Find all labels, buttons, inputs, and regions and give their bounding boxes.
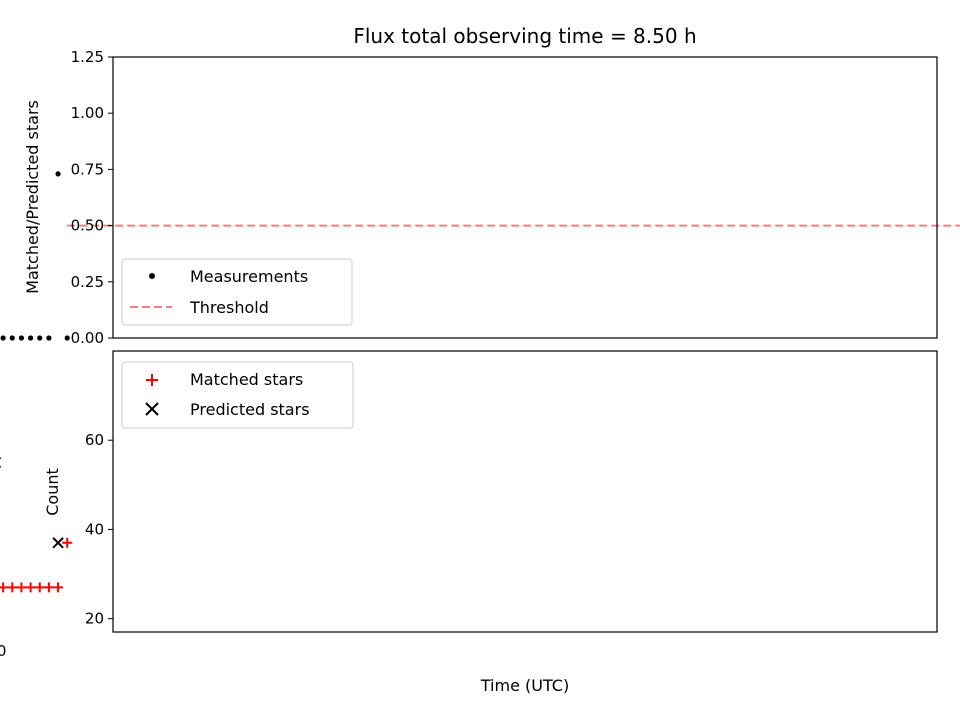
y-tick-label: 0.50: [71, 217, 104, 235]
legend-matched-marker: [146, 374, 158, 386]
top-y-axis-label: Matched/Predicted stars: [23, 100, 42, 294]
matched-star-point: [0, 582, 9, 593]
y-tick-label: 0.25: [71, 273, 104, 291]
legend-measurements-label: Measurements: [190, 267, 308, 286]
predicted-star-point: [0, 457, 2, 469]
top-plot-marks: [0, 171, 960, 341]
matched-star-point: [25, 582, 36, 593]
measurement-point: [46, 335, 52, 341]
top-legend: Measurements Threshold: [121, 258, 353, 326]
legend-threshold-label: Threshold: [189, 298, 269, 317]
y-tick-label: 0.75: [71, 160, 104, 178]
bottom-x-ticks: 18:0020:0022:0000:0002:0004:0006:00: [0, 642, 6, 660]
measurement-point: [37, 335, 43, 341]
top-y-ticks: 0.00 0.25 0.50 0.75 1.00 1.25: [71, 48, 113, 347]
bottom-y-axis-label: Count: [43, 468, 62, 516]
bottom-panel: 20 40 60 18:0020:0022:0000:0002:0004:0006:…: [0, 350, 938, 695]
y-tick-label: 1.25: [71, 48, 104, 66]
matched-star-point: [53, 582, 64, 593]
bottom-axes-frame: [112, 350, 938, 633]
y-tick-label: 60: [85, 431, 104, 449]
top-legend-box: [121, 258, 353, 326]
y-tick-label: 0.00: [71, 329, 104, 347]
matched-star-point: [43, 582, 54, 593]
y-tick-label: 20: [85, 610, 104, 628]
measurement-point: [64, 335, 70, 341]
bottom-plot-marks: [0, 457, 73, 593]
chart-title: Flux total observing time = 8.50 h: [353, 24, 696, 48]
y-tick-label: 1.00: [71, 104, 104, 122]
matched-star-point: [16, 582, 27, 593]
x-tick-label: 18:00: [0, 642, 6, 660]
measurement-point: [55, 171, 61, 177]
matched-star-point: [62, 537, 73, 548]
matched-star-point: [7, 582, 18, 593]
bottom-y-ticks: 20 40 60: [85, 431, 113, 628]
legend-predicted-marker: [145, 402, 159, 416]
y-tick-label: 40: [85, 520, 104, 538]
legend-matched-label: Matched stars: [190, 370, 303, 389]
bottom-legend-box: [121, 361, 354, 429]
predicted-star-point: [52, 537, 64, 549]
x-axis-label: Time (UTC): [480, 676, 569, 695]
matched-star-point: [34, 582, 45, 593]
bottom-legend: Matched stars Predicted stars: [121, 361, 354, 429]
top-axes-frame: [112, 56, 938, 339]
measurement-point: [9, 335, 15, 341]
top-panel: 0.00 0.25 0.50 0.75 1.00 1.25 Matched/Predict…: [0, 48, 960, 347]
legend-measurements-marker: [149, 273, 155, 279]
measurement-point: [28, 335, 34, 341]
measurement-point: [18, 335, 25, 341]
legend-predicted-label: Predicted stars: [190, 400, 310, 419]
measurement-point: [0, 335, 6, 341]
